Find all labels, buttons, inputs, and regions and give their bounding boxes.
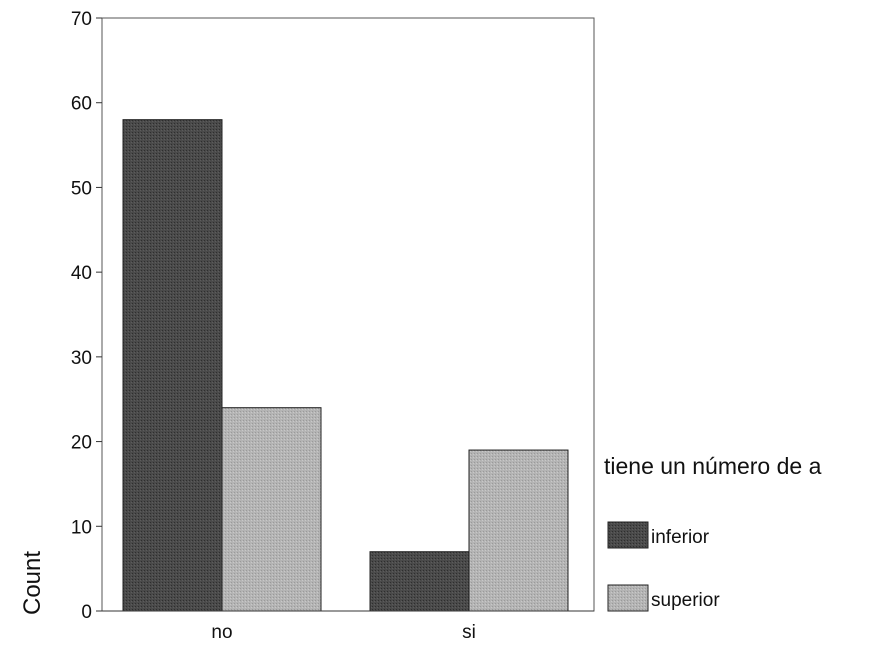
- legend: tiene un número de a inferior superior: [604, 453, 822, 612]
- y-tick-label: 0: [81, 602, 92, 623]
- x-tick-label: si: [462, 622, 476, 643]
- bars-group: [122, 119, 569, 612]
- y-tick-label: 20: [71, 433, 92, 454]
- x-axis: no si: [96, 610, 594, 643]
- y-tick-label: 50: [71, 178, 92, 199]
- y-tick-label: 70: [71, 9, 92, 30]
- bar-superior-si: [468, 449, 569, 612]
- legend-swatch-inferior: [607, 521, 649, 549]
- legend-title: tiene un número de a: [604, 453, 822, 479]
- legend-label-inferior: inferior: [651, 527, 710, 548]
- y-tick-label: 30: [71, 348, 92, 369]
- bar-inferior-no: [122, 119, 223, 612]
- x-tick-label: no: [211, 622, 232, 643]
- legend-swatch-superior: [607, 584, 649, 612]
- y-tick-label: 10: [71, 517, 92, 538]
- y-axis-label: Count: [19, 551, 46, 615]
- legend-label-superior: superior: [651, 590, 720, 611]
- bar-inferior-si: [369, 551, 470, 612]
- bar-superior-no: [221, 407, 322, 612]
- y-axis: 0 10 20 30 40 50 60 70: [71, 9, 102, 623]
- y-tick-label: 60: [71, 94, 92, 115]
- y-tick-label: 40: [71, 263, 92, 284]
